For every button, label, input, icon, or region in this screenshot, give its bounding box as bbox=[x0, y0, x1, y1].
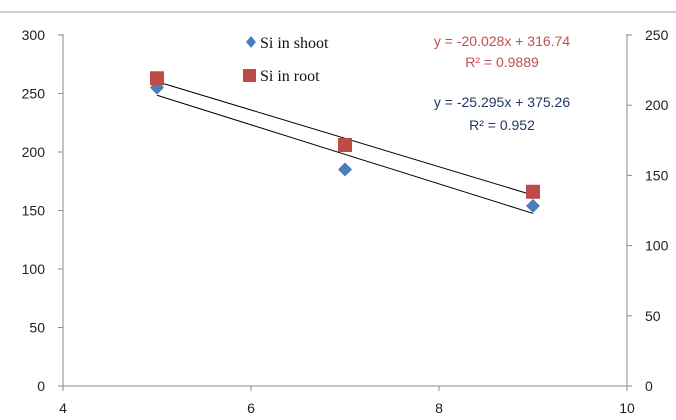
legend-item-root: Si in root bbox=[243, 68, 320, 85]
root-r-squared: R² = 0.9889 bbox=[465, 54, 539, 70]
data-points bbox=[150, 71, 540, 213]
y-right-tick-label: 100 bbox=[645, 238, 669, 254]
legend-item-shoot: Si in shoot bbox=[246, 35, 329, 52]
y-left-tick-label: 200 bbox=[22, 144, 46, 160]
legend-diamond-icon bbox=[246, 36, 256, 48]
legend: Si in shoot Si in root bbox=[243, 35, 329, 85]
root-point bbox=[150, 71, 164, 86]
y-left-tick-label: 50 bbox=[29, 320, 45, 336]
y-right-tick-label: 250 bbox=[645, 27, 669, 43]
legend-square-icon bbox=[243, 69, 256, 82]
y-right-tick-label: 0 bbox=[645, 378, 653, 394]
root-equation: y = -20.028x + 316.74 bbox=[434, 33, 570, 49]
x-tick-label: 4 bbox=[59, 400, 67, 416]
legend-label-root: Si in root bbox=[260, 68, 320, 85]
x-tick-label: 10 bbox=[619, 400, 635, 416]
y-left-tick-label: 300 bbox=[22, 27, 46, 43]
shoot-r-squared: R² = 0.952 bbox=[469, 117, 535, 133]
y-left-tick-label: 250 bbox=[22, 86, 46, 102]
x-tick-label: 8 bbox=[435, 400, 443, 416]
trendline-labels: y = -20.028x + 316.74 R² = 0.9889 y = -2… bbox=[434, 33, 570, 133]
shoot-point bbox=[526, 198, 540, 213]
y-right-tick-label: 50 bbox=[645, 308, 661, 324]
trendline-shoot bbox=[156, 94, 534, 214]
legend-label-shoot: Si in shoot bbox=[260, 35, 329, 52]
y-left-tick-label: 100 bbox=[22, 261, 46, 277]
shoot-equation: y = -25.295x + 375.26 bbox=[434, 94, 570, 110]
root-point bbox=[338, 137, 352, 152]
y-right-tick-label: 150 bbox=[645, 167, 669, 183]
shoot-point bbox=[338, 162, 352, 177]
y-left-tick-label: 0 bbox=[37, 378, 45, 394]
y-left-tick-label: 150 bbox=[22, 203, 46, 219]
root-point bbox=[526, 184, 540, 199]
x-tick-label: 6 bbox=[247, 400, 255, 416]
y-right-tick-label: 200 bbox=[645, 97, 669, 113]
